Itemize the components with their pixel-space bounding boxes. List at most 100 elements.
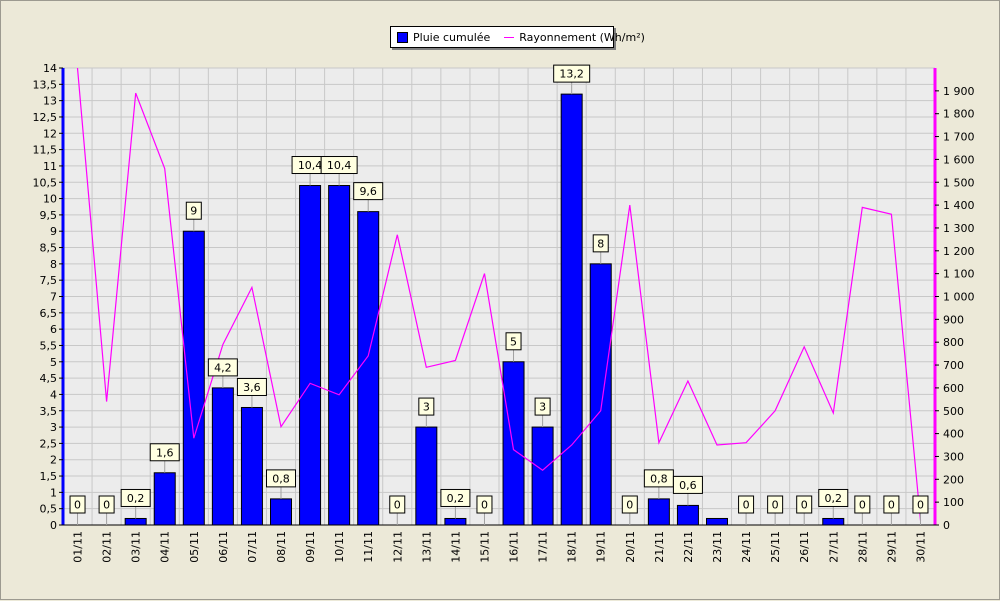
data-label-01/11: 0 xyxy=(69,495,86,525)
y-left-tick-label: 1 xyxy=(50,486,57,499)
legend-bar-swatch xyxy=(397,31,408,43)
y-left-tick-label: 2,5 xyxy=(40,437,58,450)
grid-lines xyxy=(62,67,936,526)
data-label-text: 0 xyxy=(743,499,750,512)
legend-item-rain: Pluie cumulée xyxy=(397,31,490,44)
data-label-box xyxy=(534,397,551,416)
data-label-text: 4,2 xyxy=(214,361,232,374)
legend-label-radiation: Rayonnement (Wh/m²) xyxy=(519,30,645,44)
y-left-tick-label: 8,5 xyxy=(40,242,58,255)
y-right-tick-label: 600 xyxy=(943,382,964,395)
data-label-21/11: 0,8 xyxy=(643,469,674,499)
y-left-tick-label: 10,5 xyxy=(33,176,58,189)
y-left-tick-label: 4,5 xyxy=(40,372,58,385)
data-label-box xyxy=(672,475,703,494)
x-tick-label: 12/11 xyxy=(391,531,404,563)
x-tick-label: 06/11 xyxy=(217,531,230,563)
data-label-text: 3 xyxy=(423,401,430,414)
x-tick-label: 11/11 xyxy=(362,531,375,563)
x-tick-label: 28/11 xyxy=(856,531,869,563)
bar-07/11 xyxy=(240,406,263,526)
data-label-text: 0,8 xyxy=(650,472,668,485)
data-label-box xyxy=(854,495,871,514)
data-label-29/11: 0 xyxy=(883,495,900,525)
x-tick-label: 04/11 xyxy=(159,531,172,563)
x-tick-label: 08/11 xyxy=(275,531,288,563)
x-tick-label: 05/11 xyxy=(188,531,201,563)
data-label-text: 0 xyxy=(103,499,110,512)
x-tick-label: 01/11 xyxy=(72,531,85,563)
x-tick-label: 24/11 xyxy=(740,531,753,563)
data-label-text: 0 xyxy=(74,499,81,512)
data-label-text: 10,4 xyxy=(327,159,352,172)
y-left-tick-label: 13,5 xyxy=(33,78,58,91)
x-tick-label: 22/11 xyxy=(682,531,695,563)
data-label-26/11: 0 xyxy=(796,495,813,525)
bar-22/11 xyxy=(676,504,699,526)
y-right-ticks: 0 100 200 300 400 500 600 700 800 900 1 000 1 100 1 … xyxy=(935,85,975,532)
data-label-30/11: 0 xyxy=(912,495,929,525)
data-labels: 0 0 0,2 1,6 9 4,2 3,6 0,8 10,4 10,4 9,6 0 3 0,2 0 5 3 13,… xyxy=(69,64,929,525)
bar-03/11 xyxy=(124,517,147,526)
x-tick-label: 20/11 xyxy=(624,531,637,563)
data-label-text: 5 xyxy=(510,335,517,348)
legend-line-swatch xyxy=(504,36,515,38)
x-tick-label: 30/11 xyxy=(914,531,927,563)
y-left-tick-label: 12,5 xyxy=(33,111,58,124)
data-label-box xyxy=(505,332,522,351)
data-label-box xyxy=(738,495,755,514)
y-left-tick-label: 9 xyxy=(50,225,57,238)
data-label-15/11: 0 xyxy=(476,495,493,525)
data-label-text: 9 xyxy=(190,205,197,218)
x-tick-label: 27/11 xyxy=(827,531,840,563)
y-right-tick-label: 1 400 xyxy=(943,199,975,212)
data-label-text: 0 xyxy=(859,499,866,512)
data-label-text: 0 xyxy=(801,499,808,512)
bar-10/11 xyxy=(328,185,351,526)
data-label-text: 0 xyxy=(888,499,895,512)
y-left-tick-label: 6 xyxy=(50,323,57,336)
data-label-17/11: 3 xyxy=(534,397,551,428)
data-label-box xyxy=(353,182,384,201)
bar-27/11 xyxy=(822,517,845,526)
x-tick-label: 13/11 xyxy=(420,531,433,563)
bar-16/11 xyxy=(502,361,525,526)
y-left-tick-label: 0 xyxy=(50,519,57,532)
bar-06/11 xyxy=(211,387,234,526)
data-label-text: 3 xyxy=(539,401,546,414)
y-right-tick-label: 1 100 xyxy=(943,268,975,281)
y-left-tick-label: 5,5 xyxy=(40,339,58,352)
data-label-18/11: 13,2 xyxy=(553,64,591,95)
y-left-tick-label: 7 xyxy=(50,291,57,304)
y-right-tick-label: 100 xyxy=(943,496,964,509)
bar-09/11 xyxy=(299,185,322,526)
data-label-box xyxy=(320,156,358,175)
data-label-04/11: 1,6 xyxy=(149,443,180,473)
data-label-box xyxy=(266,469,296,488)
y-left-tick-label: 4 xyxy=(50,388,57,401)
bar-14/11 xyxy=(444,517,467,526)
y-left-tick-label: 8 xyxy=(50,258,57,271)
y-right-tick-label: 1 700 xyxy=(943,131,975,144)
data-label-text: 0,6 xyxy=(679,479,697,492)
y-left-tick-label: 9,5 xyxy=(40,209,58,222)
data-label-text: 0 xyxy=(626,499,633,512)
rain-bars xyxy=(124,93,845,526)
data-label-28/11: 0 xyxy=(854,495,871,525)
y-right-tick-label: 500 xyxy=(943,405,964,418)
y-right-tick-label: 1 300 xyxy=(943,222,975,235)
y-right-tick-label: 1 500 xyxy=(943,176,975,189)
data-label-text: 0 xyxy=(772,499,779,512)
y-right-tick-label: 1 800 xyxy=(943,108,975,121)
x-tick-label: 07/11 xyxy=(246,531,259,563)
y-left-ticks: 00,511,522,533,544,555,566,577,588,599,5… xyxy=(33,62,63,532)
data-label-box xyxy=(553,64,591,83)
y-left-tick-label: 11 xyxy=(43,160,57,173)
data-label-19/11: 8 xyxy=(592,234,609,264)
y-right-tick-label: 800 xyxy=(943,336,964,349)
y-left-tick-label: 0,5 xyxy=(40,503,58,516)
data-label-box xyxy=(818,488,849,507)
data-label-box xyxy=(185,201,202,220)
